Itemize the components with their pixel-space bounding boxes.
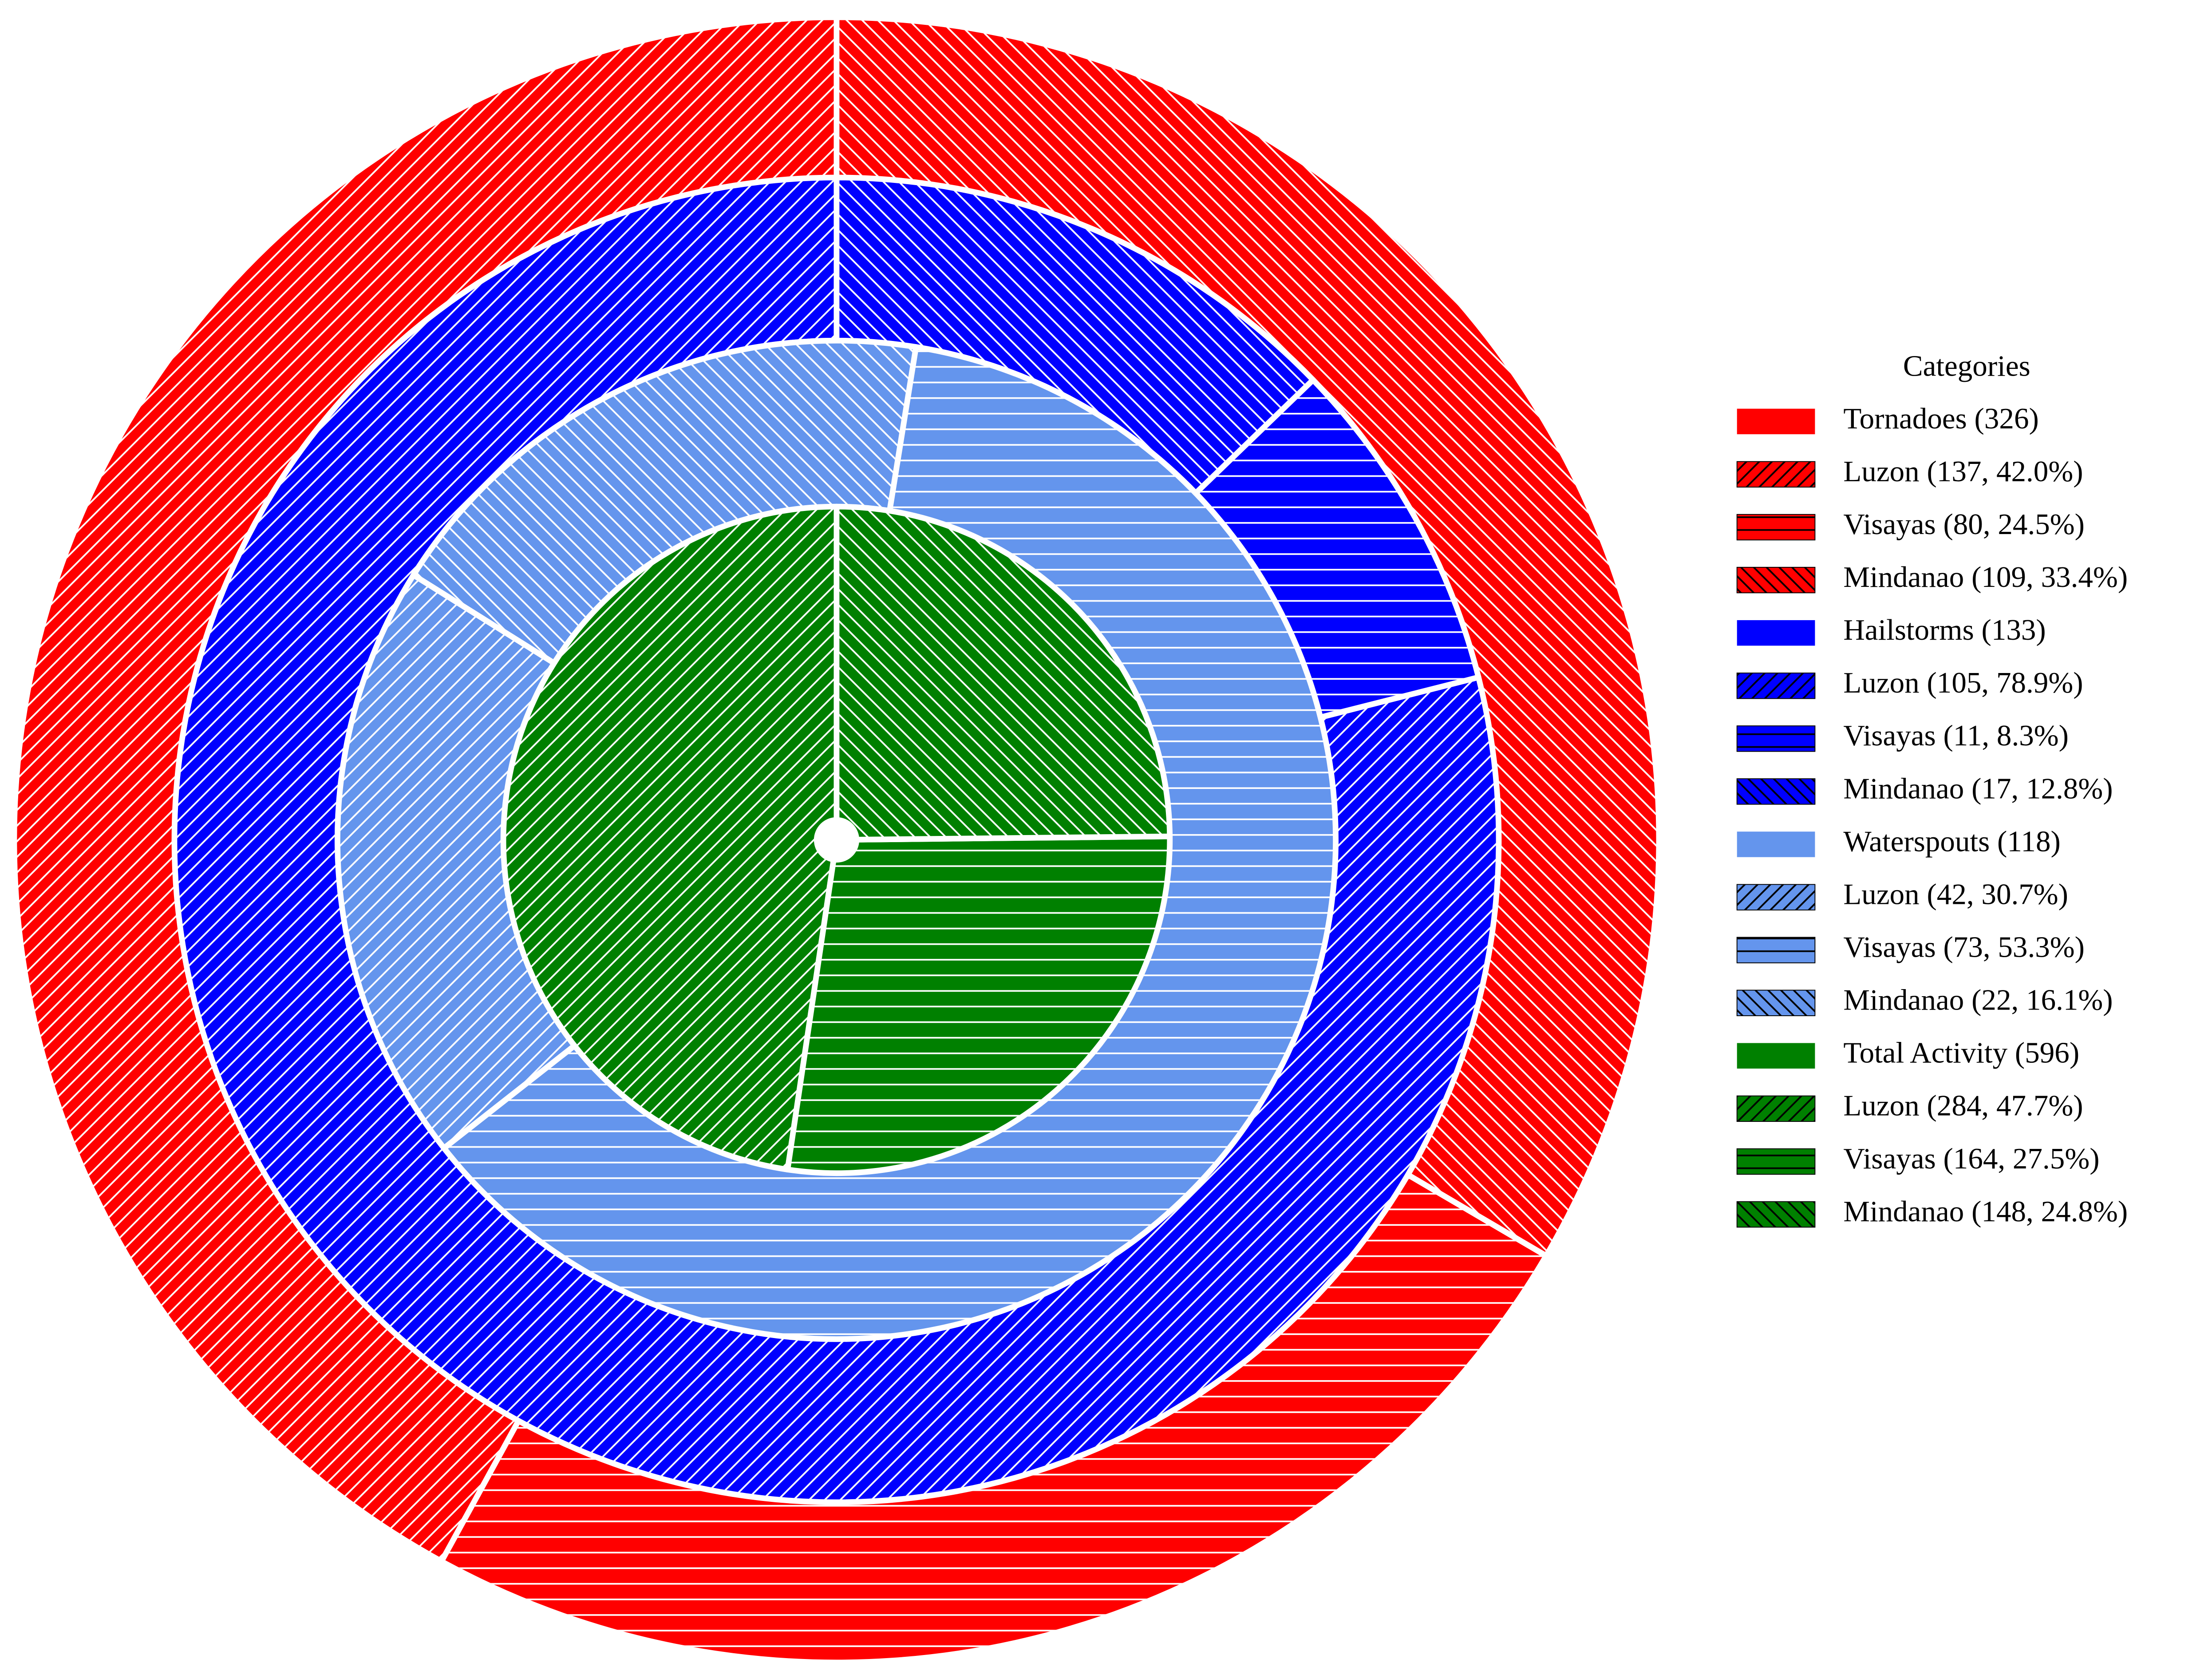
legend-label: Luzon (42, 30.7%) <box>1843 877 2068 911</box>
ring-segment <box>500 503 840 1172</box>
legend-label: Luzon (284, 47.7%) <box>1843 1089 2083 1122</box>
legend-swatch <box>1737 1043 1815 1069</box>
legend-label: Visayas (73, 53.3%) <box>1843 931 2085 964</box>
legend-swatch <box>1736 461 1816 488</box>
legend-swatch <box>1736 990 1816 1016</box>
legend-swatch <box>1736 673 1816 699</box>
legend-label: Luzon (105, 78.9%) <box>1843 666 2083 699</box>
ring-segment <box>785 833 1173 1176</box>
legend-swatch <box>1736 514 1816 541</box>
legend-label: Mindanao (22, 16.1%) <box>1843 983 2113 1017</box>
legend-swatch <box>1736 937 1816 963</box>
legend: Tornadoes (326) Luzon (137, 42.0%) Visayas… <box>1736 402 2128 1228</box>
legend-title: Categories <box>1903 349 2030 383</box>
legend-swatch <box>1736 1201 1816 1228</box>
legend-swatch <box>1736 566 1816 594</box>
legend-label: Visayas (11, 8.3%) <box>1843 719 2069 752</box>
ring-segment <box>833 503 1173 843</box>
legend-label: Mindanao (148, 24.8%) <box>1843 1195 2128 1228</box>
center-hole <box>814 817 860 863</box>
legend-label: Waterspouts (118) <box>1843 824 2060 858</box>
legend-label: Hailstorms (133) <box>1843 613 2046 646</box>
legend-swatch <box>1736 725 1816 752</box>
legend-swatch <box>1737 620 1815 646</box>
legend-swatch <box>1737 832 1815 857</box>
legend-label: Visayas (164, 27.5%) <box>1843 1142 2099 1175</box>
legend-swatch <box>1736 1148 1816 1175</box>
legend-label: Total Activity (596) <box>1843 1036 2079 1069</box>
legend-swatch <box>1737 408 1815 435</box>
rings <box>11 14 1662 1666</box>
legend-swatch <box>1736 1095 1816 1122</box>
legend-label: Mindanao (109, 33.4%) <box>1843 560 2128 594</box>
legend-label: Mindanao (17, 12.8%) <box>1843 772 2113 805</box>
legend-label: Tornadoes (326) <box>1843 402 2039 435</box>
legend-swatch <box>1736 778 1816 805</box>
legend-label: Visayas (80, 24.5%) <box>1843 507 2085 541</box>
legend-swatch <box>1736 884 1816 911</box>
legend-label: Luzon (137, 42.0%) <box>1843 455 2083 488</box>
